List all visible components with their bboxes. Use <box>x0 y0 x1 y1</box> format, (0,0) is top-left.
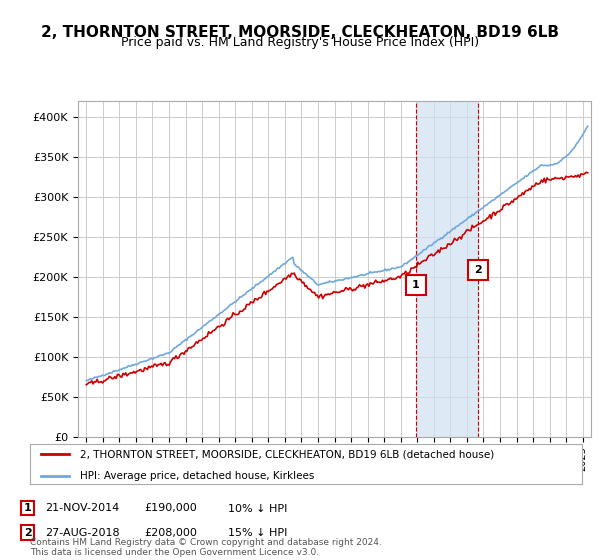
Text: 2, THORNTON STREET, MOORSIDE, CLECKHEATON, BD19 6LB: 2, THORNTON STREET, MOORSIDE, CLECKHEATO… <box>41 25 559 40</box>
Bar <box>416 101 478 437</box>
Text: HPI: Average price, detached house, Kirklees: HPI: Average price, detached house, Kirk… <box>80 470 314 480</box>
Text: 27-AUG-2018: 27-AUG-2018 <box>45 528 119 538</box>
Text: 2: 2 <box>24 528 31 538</box>
Text: 2, THORNTON STREET, MOORSIDE, CLECKHEATON, BD19 6LB (detached house): 2, THORNTON STREET, MOORSIDE, CLECKHEATO… <box>80 449 494 459</box>
Text: 2: 2 <box>474 265 482 276</box>
Text: 1: 1 <box>412 280 419 290</box>
Text: 10% ↓ HPI: 10% ↓ HPI <box>228 503 287 514</box>
Text: Price paid vs. HM Land Registry's House Price Index (HPI): Price paid vs. HM Land Registry's House … <box>121 36 479 49</box>
Text: 21-NOV-2014: 21-NOV-2014 <box>45 503 119 514</box>
Text: £208,000: £208,000 <box>144 528 197 538</box>
Text: 15% ↓ HPI: 15% ↓ HPI <box>228 528 287 538</box>
Text: Contains HM Land Registry data © Crown copyright and database right 2024.
This d: Contains HM Land Registry data © Crown c… <box>30 538 382 557</box>
Text: 1: 1 <box>24 503 31 513</box>
Text: £190,000: £190,000 <box>144 503 197 514</box>
